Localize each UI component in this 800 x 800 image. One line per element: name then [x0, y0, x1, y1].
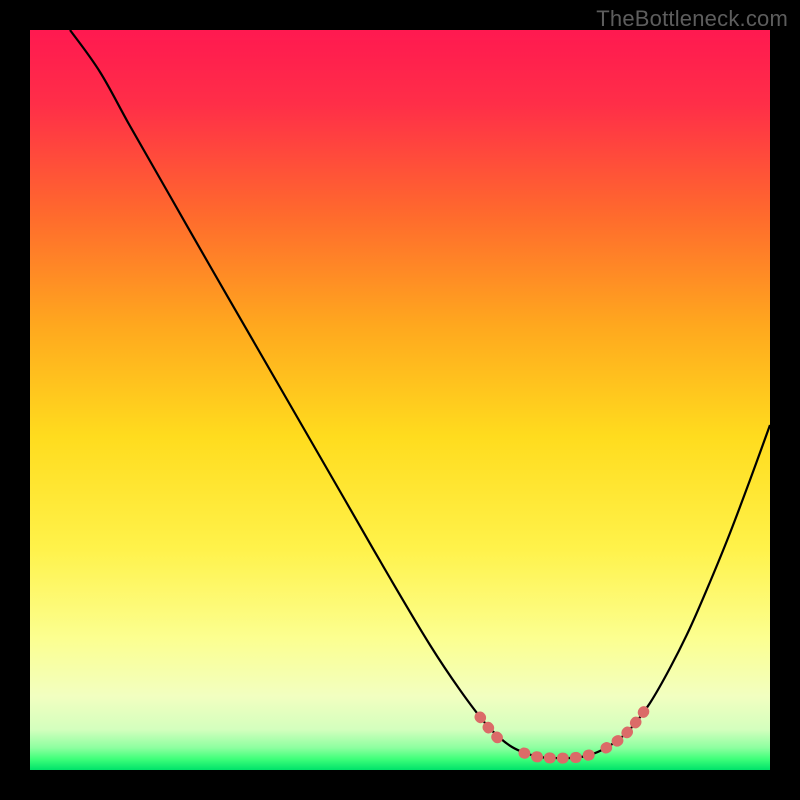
highlight-band: [480, 710, 645, 758]
chart-frame: TheBottleneck.com: [0, 0, 800, 800]
bottleneck-curve: [70, 30, 770, 758]
watermark-text: TheBottleneck.com: [596, 6, 788, 32]
plot-area: [30, 30, 770, 770]
curve-layer: [30, 30, 770, 770]
